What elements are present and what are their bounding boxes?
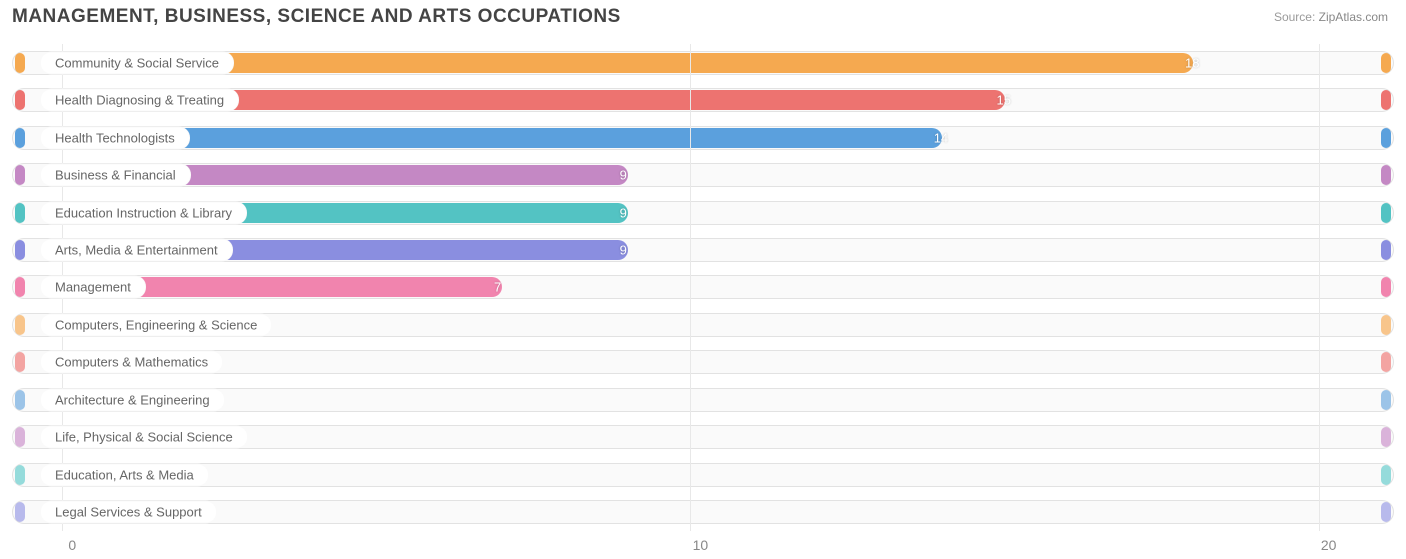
bar-cap-right xyxy=(1381,352,1391,372)
bar-cap-right xyxy=(1381,277,1391,297)
bar-cap-left xyxy=(15,240,25,260)
bar-row: 9 Arts, Media & Entertainment xyxy=(12,236,1394,264)
bar-row: 18 Community & Social Service xyxy=(12,49,1394,77)
gridline xyxy=(1319,44,1320,531)
plot-area: 18 Community & Social Service 15 Health Dia… xyxy=(12,44,1394,531)
bar-cap-right xyxy=(1381,240,1391,260)
bar-cap-right xyxy=(1381,90,1391,110)
bar-cap-right xyxy=(1381,427,1391,447)
x-tick-label: 20 xyxy=(1321,537,1337,553)
bar-category-label: Computers, Engineering & Science xyxy=(40,313,272,336)
bar-row: 14 Health Technologists xyxy=(12,124,1394,152)
bar-row: 0Computers, Engineering & Science xyxy=(12,311,1394,339)
bar-row: 7 Management xyxy=(12,273,1394,301)
bars-group: 18 Community & Social Service 15 Health Dia… xyxy=(12,44,1394,531)
bar-cap-right xyxy=(1381,315,1391,335)
bar-category-label: Health Technologists xyxy=(40,126,190,149)
bar-cap-left xyxy=(15,502,25,522)
bar-cap-left xyxy=(15,352,25,372)
bar-category-label: Architecture & Engineering xyxy=(40,388,225,411)
bar-value-label: 9 xyxy=(620,168,627,183)
source-label: Source: xyxy=(1274,10,1315,24)
bar-value-label: 18 xyxy=(1185,55,1199,70)
x-tick-label: 0 xyxy=(68,537,76,553)
gridline xyxy=(690,44,691,531)
bar-category-label: Computers & Mathematics xyxy=(40,351,223,374)
bar-cap-right xyxy=(1381,465,1391,485)
bar-category-label: Arts, Media & Entertainment xyxy=(40,238,233,261)
bar-cap-right xyxy=(1381,390,1391,410)
bar-value-label: 9 xyxy=(620,205,627,220)
bar-cap-right xyxy=(1381,165,1391,185)
bar-category-label: Education, Arts & Media xyxy=(40,463,209,486)
bar-row: 15 Health Diagnosing & Treating xyxy=(12,86,1394,114)
bar-cap-right xyxy=(1381,203,1391,223)
bar-cap-left xyxy=(15,90,25,110)
source-attribution: Source: ZipAtlas.com xyxy=(1274,10,1388,24)
bar-track xyxy=(12,500,1394,524)
bar-value-label: 15 xyxy=(997,93,1011,108)
bar-cap-left xyxy=(15,315,25,335)
bar-value-label: 14 xyxy=(934,130,948,145)
bar-cap-right xyxy=(1381,128,1391,148)
bar-category-label: Health Diagnosing & Treating xyxy=(40,89,239,112)
bar-cap-left xyxy=(15,390,25,410)
bar-category-label: Life, Physical & Social Science xyxy=(40,426,248,449)
bar-cap-right xyxy=(1381,53,1391,73)
bar-value-label: 7 xyxy=(494,280,501,295)
bar-category-label: Business & Financial xyxy=(40,164,191,187)
bar-category-label: Education Instruction & Library xyxy=(40,201,247,224)
x-tick-label: 10 xyxy=(693,537,709,553)
bar-cap-left xyxy=(15,427,25,447)
bar-category-label: Community & Social Service xyxy=(40,51,234,74)
bar-cap-left xyxy=(15,465,25,485)
bar-value-label: 9 xyxy=(620,242,627,257)
bar-row: 9 Education Instruction & Library xyxy=(12,199,1394,227)
bar-category-label: Legal Services & Support xyxy=(40,501,217,524)
bar-row: 0Architecture & Engineering xyxy=(12,386,1394,414)
bar-cap-left xyxy=(15,203,25,223)
chart-title: MANAGEMENT, BUSINESS, SCIENCE AND ARTS O… xyxy=(12,6,621,28)
bar-row: 0Legal Services & Support xyxy=(12,498,1394,526)
bar-row: 0Education, Arts & Media xyxy=(12,461,1394,489)
bar-cap-left xyxy=(15,128,25,148)
bar-cap-left xyxy=(15,277,25,297)
bar-row: 0Computers & Mathematics xyxy=(12,348,1394,376)
bar-row: 9 Business & Financial xyxy=(12,161,1394,189)
bar-track xyxy=(12,463,1394,487)
chart-container: MANAGEMENT, BUSINESS, SCIENCE AND ARTS O… xyxy=(10,0,1396,559)
bar-cap-left xyxy=(15,53,25,73)
bar-category-label: Management xyxy=(40,276,146,299)
bar-cap-right xyxy=(1381,502,1391,522)
bar-fill xyxy=(62,128,941,148)
bar-row: 0Life, Physical & Social Science xyxy=(12,423,1394,451)
source-value: ZipAtlas.com xyxy=(1319,10,1388,24)
bar-cap-left xyxy=(15,165,25,185)
